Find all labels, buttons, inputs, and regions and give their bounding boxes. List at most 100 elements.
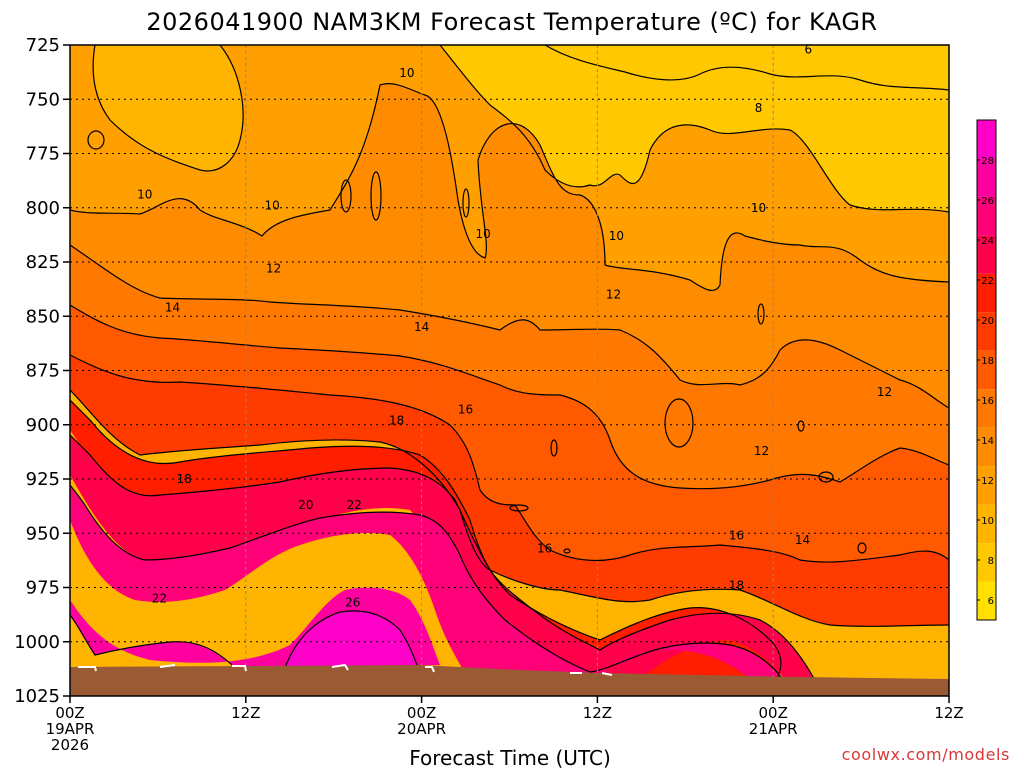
contour-line-14 bbox=[70, 304, 949, 490]
y-tick-label: 975 bbox=[26, 578, 60, 599]
x-tick-label: 12Z bbox=[934, 704, 963, 722]
x-tick-label: 12Z bbox=[583, 704, 612, 722]
contour-label: 20 bbox=[298, 498, 313, 512]
temp-band-28 bbox=[285, 610, 418, 668]
contour-label: 10 bbox=[137, 188, 152, 202]
chart-title: 2026041900 NAM3KM Forecast Temperature (… bbox=[146, 8, 877, 36]
contour-closed-2 bbox=[340, 179, 352, 213]
colorbar-tick-label: 16 bbox=[981, 396, 994, 407]
contour-label: 10 bbox=[399, 66, 414, 80]
contour-line-16 bbox=[70, 354, 949, 563]
contour-label: 12 bbox=[754, 444, 769, 458]
colorbar-tick-label: 10 bbox=[981, 516, 994, 527]
y-tick-label: 925 bbox=[26, 469, 60, 490]
contour-line-26 bbox=[70, 614, 236, 669]
colorbar-swatch bbox=[977, 120, 996, 159]
temp-band-20 bbox=[70, 400, 781, 696]
contour-label: 18 bbox=[729, 578, 744, 592]
contour-label: 22 bbox=[347, 498, 362, 512]
colorbar-tick-label: 12 bbox=[981, 476, 994, 487]
colorbar-swatch bbox=[977, 427, 996, 467]
contour-label: 26 bbox=[345, 596, 360, 610]
x-tick-label: 20APR bbox=[397, 720, 446, 738]
colorbar-swatch bbox=[977, 350, 996, 390]
contour-label: 10 bbox=[609, 229, 624, 243]
colorbar-swatch bbox=[977, 273, 996, 313]
contour-closed-6 bbox=[664, 398, 694, 448]
ground-mark-4 bbox=[331, 663, 349, 671]
contour-line-10b bbox=[92, 45, 244, 172]
contour-label: 10 bbox=[751, 201, 766, 215]
colorbar-tick-label: 22 bbox=[981, 276, 994, 287]
contour-label: 6 bbox=[805, 42, 813, 56]
ground-mark-3 bbox=[232, 665, 247, 672]
colorbar-swatch bbox=[977, 581, 996, 620]
contour-closed-9 bbox=[818, 471, 834, 483]
contour-label: 12 bbox=[877, 385, 892, 399]
contour-closed-3 bbox=[370, 171, 382, 221]
ground-edge-marks bbox=[78, 663, 613, 676]
contour-labels: 10 10 10 10 10 10 8 6 12 12 12 12 14 14 14 16 16 16 18 18 18… bbox=[137, 42, 892, 610]
contour-label: 12 bbox=[606, 288, 621, 302]
contour-label: 12 bbox=[266, 262, 281, 276]
temp-band-14 bbox=[70, 245, 949, 489]
x-tick-label: 12Z bbox=[231, 704, 260, 722]
colorbar-swatch bbox=[977, 389, 996, 428]
colorbar-tick-label: 20 bbox=[981, 316, 994, 327]
contour-closed-4 bbox=[462, 188, 470, 218]
colorbar-tick-label: 14 bbox=[981, 436, 994, 447]
y-tick-label: 725 bbox=[26, 35, 60, 56]
x-axis-label: Forecast Time (UTC) bbox=[409, 746, 611, 768]
contour-label: 22 bbox=[152, 591, 167, 605]
y-tick-label: 1000 bbox=[14, 632, 60, 653]
plot-area: 10 10 10 10 10 10 8 6 12 12 12 12 14 14 14 16 16 16 18 18 18… bbox=[70, 42, 949, 696]
contour-label: 18 bbox=[177, 472, 192, 486]
ground-mark-1 bbox=[78, 666, 97, 672]
contour-line-10 bbox=[70, 83, 949, 292]
contour-closed-12 bbox=[563, 548, 571, 554]
colorbar-swatch bbox=[977, 312, 996, 351]
contour-label: 10 bbox=[265, 199, 280, 213]
colorbar-tick-label: 24 bbox=[981, 236, 994, 247]
colorbar-tick-label: 18 bbox=[981, 356, 994, 367]
colorbar-tick-label: 8 bbox=[988, 556, 994, 567]
contour-closed-10 bbox=[509, 504, 529, 512]
colorbar-swatch bbox=[977, 158, 996, 197]
colorbar-swatch bbox=[977, 543, 996, 582]
y-tick-label: 900 bbox=[26, 415, 60, 436]
ground-mark-5 bbox=[425, 666, 435, 673]
contour-lines bbox=[70, 45, 949, 696]
colorbar-frame bbox=[976, 119, 997, 621]
x-tick-label: 00Z bbox=[407, 704, 436, 722]
contour-label: 8 bbox=[755, 101, 763, 115]
contour-label: 16 bbox=[729, 528, 744, 542]
contour-closed-5 bbox=[757, 303, 765, 325]
contour-label: 10 bbox=[475, 227, 490, 241]
contour-label: 16 bbox=[458, 403, 473, 417]
y-tick-label: 1025 bbox=[14, 686, 60, 707]
grid-lines bbox=[70, 45, 949, 696]
ground-terrain bbox=[70, 665, 949, 696]
x-tick-label: 21APR bbox=[749, 720, 798, 738]
temp-band-18 bbox=[70, 355, 949, 627]
temp-band-12 bbox=[70, 83, 949, 409]
colorbar-tick-label: 28 bbox=[981, 156, 994, 167]
contour-line-6 bbox=[544, 45, 949, 91]
x-tick-label: 19APR bbox=[46, 720, 95, 738]
y-tick-label: 775 bbox=[26, 144, 60, 165]
y-tick-label: 800 bbox=[26, 198, 60, 219]
contour-line-26b bbox=[284, 610, 419, 669]
credit-text[interactable]: coolwx.com/models bbox=[842, 745, 1010, 764]
colorbar-tick-label: 26 bbox=[981, 196, 994, 207]
x-tick-label: 00Z bbox=[55, 704, 84, 722]
contour-closed-1 bbox=[87, 130, 105, 150]
colorbar-swatch bbox=[977, 235, 996, 274]
y-tick-label: 850 bbox=[26, 306, 60, 327]
colorbar-swatch bbox=[977, 504, 996, 544]
contour-line-22 bbox=[70, 434, 821, 691]
colorbar-tick-label: 6 bbox=[988, 596, 994, 607]
colorbar: 6 8 10 12 14 16 18 20 22 24 26 28 bbox=[976, 119, 997, 621]
contour-line-12 bbox=[70, 244, 949, 409]
